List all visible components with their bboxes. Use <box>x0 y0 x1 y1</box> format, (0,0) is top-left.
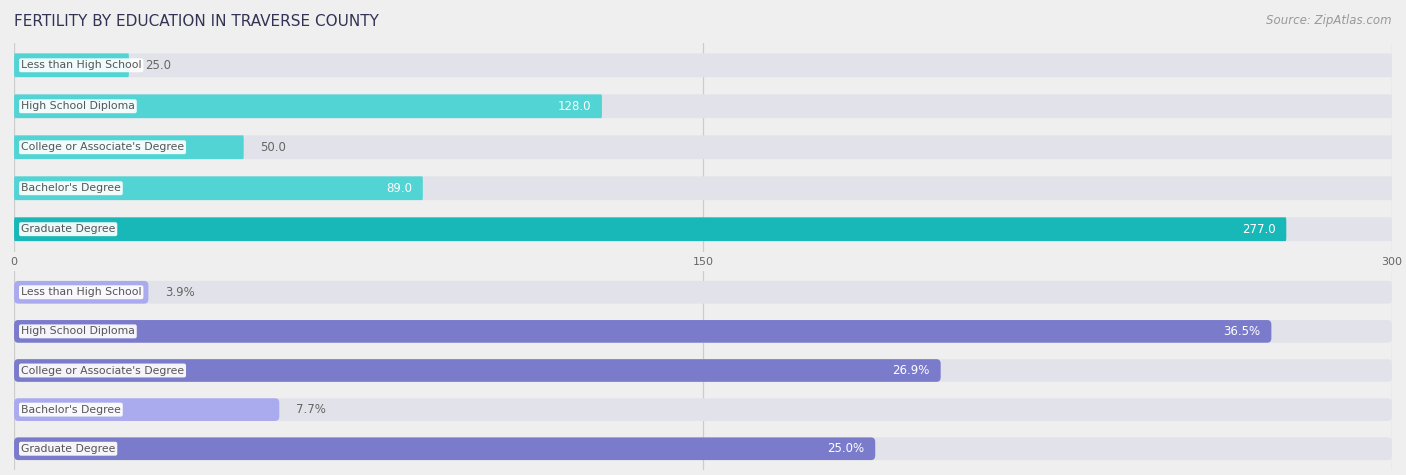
FancyBboxPatch shape <box>14 218 1392 241</box>
Text: 25.0%: 25.0% <box>827 442 865 455</box>
FancyBboxPatch shape <box>14 437 1392 460</box>
FancyBboxPatch shape <box>14 176 1392 200</box>
Text: 277.0: 277.0 <box>1241 223 1275 236</box>
FancyBboxPatch shape <box>14 53 1392 77</box>
FancyBboxPatch shape <box>14 95 1392 118</box>
Text: Less than High School: Less than High School <box>21 60 142 70</box>
Text: 128.0: 128.0 <box>557 100 591 113</box>
FancyBboxPatch shape <box>14 398 280 421</box>
Text: Source: ZipAtlas.com: Source: ZipAtlas.com <box>1267 14 1392 27</box>
FancyBboxPatch shape <box>14 135 243 159</box>
FancyBboxPatch shape <box>14 95 602 118</box>
FancyBboxPatch shape <box>14 320 1392 343</box>
FancyBboxPatch shape <box>14 398 1392 421</box>
Text: College or Associate's Degree: College or Associate's Degree <box>21 365 184 376</box>
FancyBboxPatch shape <box>14 320 1271 343</box>
FancyBboxPatch shape <box>14 135 1392 159</box>
FancyBboxPatch shape <box>14 359 941 382</box>
Text: 7.7%: 7.7% <box>295 403 326 416</box>
Text: 50.0: 50.0 <box>260 141 285 154</box>
Text: Graduate Degree: Graduate Degree <box>21 224 115 234</box>
Text: Bachelor's Degree: Bachelor's Degree <box>21 183 121 193</box>
Text: 3.9%: 3.9% <box>165 286 194 299</box>
Text: High School Diploma: High School Diploma <box>21 326 135 336</box>
Text: High School Diploma: High School Diploma <box>21 101 135 111</box>
Text: 25.0: 25.0 <box>145 59 172 72</box>
Text: FERTILITY BY EDUCATION IN TRAVERSE COUNTY: FERTILITY BY EDUCATION IN TRAVERSE COUNT… <box>14 14 380 29</box>
FancyBboxPatch shape <box>14 53 129 77</box>
Text: College or Associate's Degree: College or Associate's Degree <box>21 142 184 152</box>
FancyBboxPatch shape <box>14 281 1392 304</box>
Text: 89.0: 89.0 <box>385 182 412 195</box>
FancyBboxPatch shape <box>14 218 1286 241</box>
Text: Less than High School: Less than High School <box>21 287 142 297</box>
Text: 36.5%: 36.5% <box>1223 325 1260 338</box>
Text: Bachelor's Degree: Bachelor's Degree <box>21 405 121 415</box>
Text: 26.9%: 26.9% <box>893 364 929 377</box>
Text: Graduate Degree: Graduate Degree <box>21 444 115 454</box>
FancyBboxPatch shape <box>14 176 423 200</box>
FancyBboxPatch shape <box>14 359 1392 382</box>
FancyBboxPatch shape <box>14 437 875 460</box>
FancyBboxPatch shape <box>14 281 149 304</box>
